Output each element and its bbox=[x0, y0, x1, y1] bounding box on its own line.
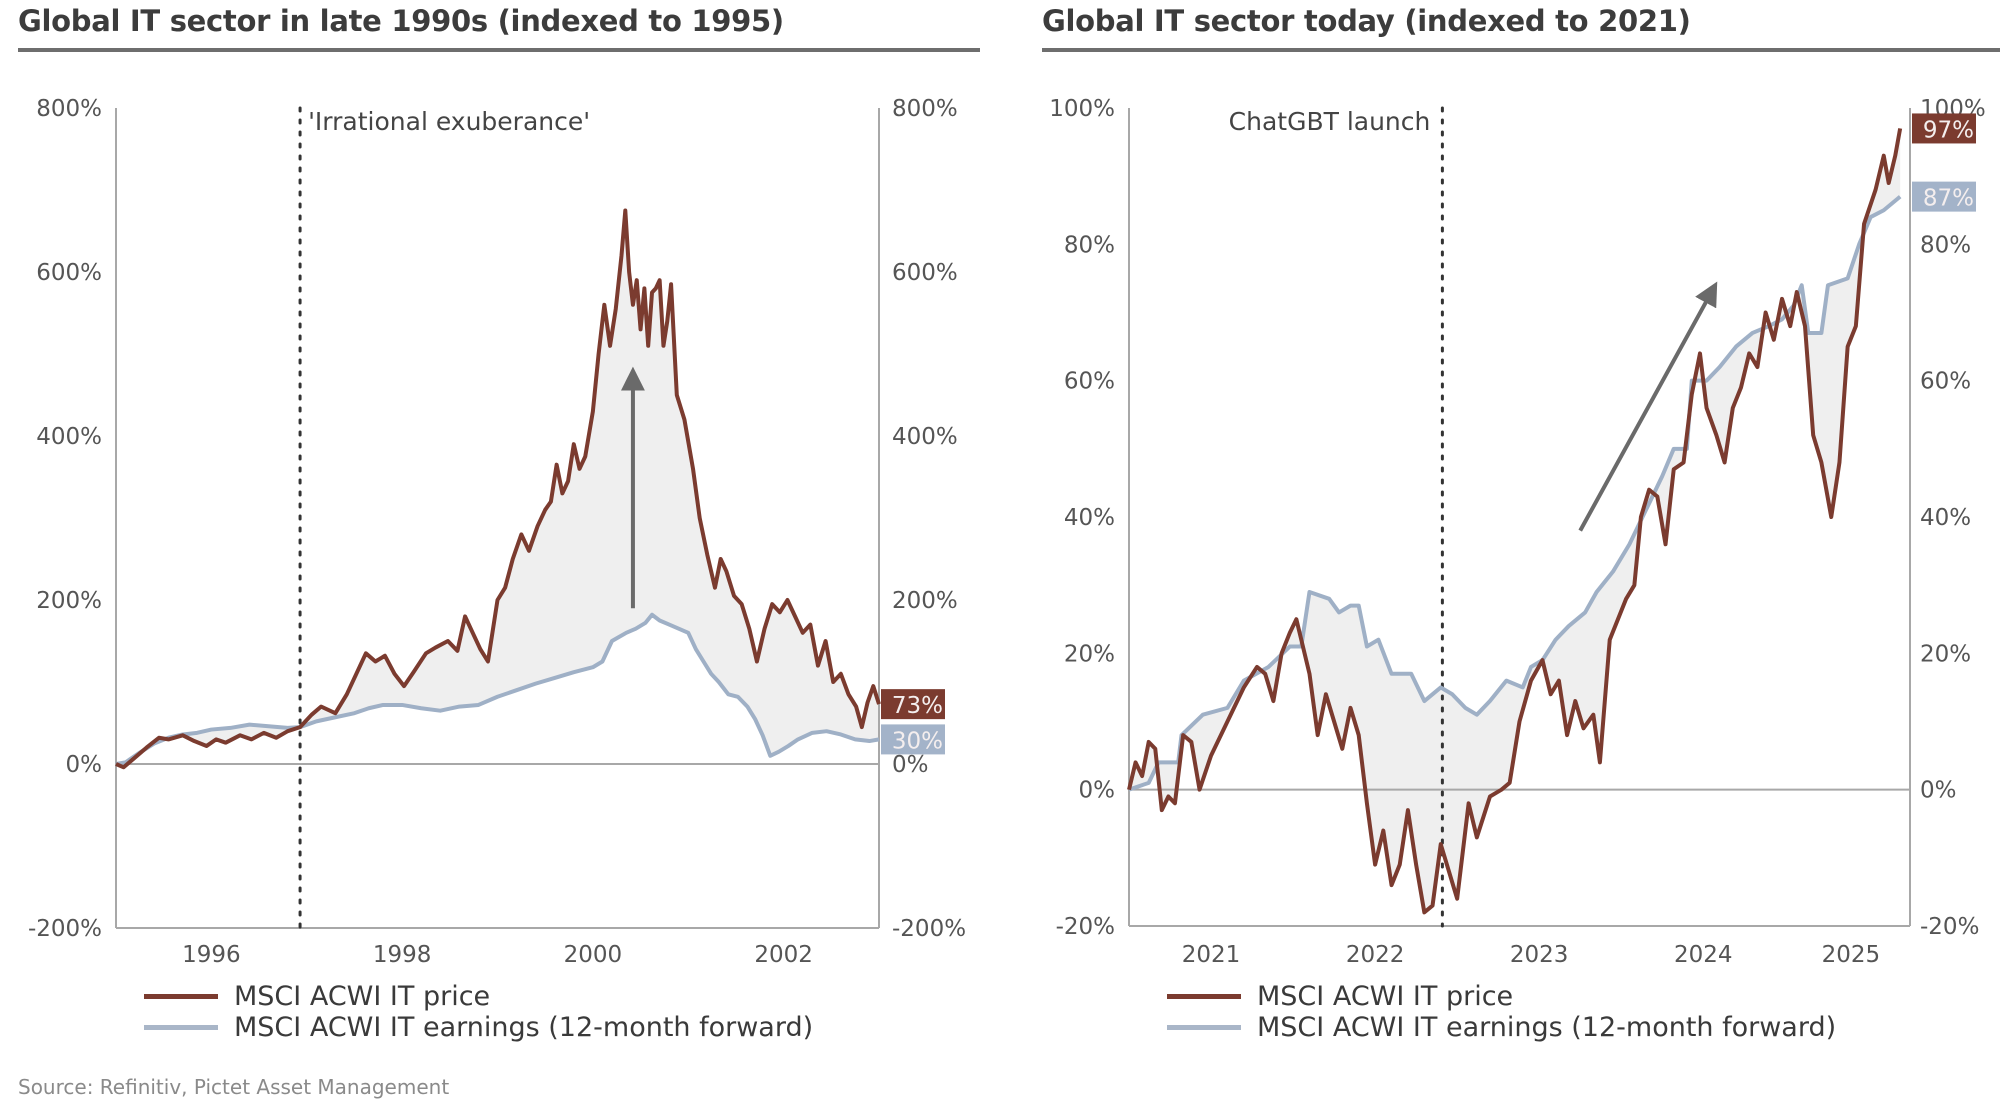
earnings-line bbox=[1128, 195, 1902, 792]
y-tick-label-right: 0% bbox=[892, 752, 929, 778]
y-tick-label-right: 0% bbox=[1920, 778, 1957, 804]
legend-swatch-price bbox=[1167, 994, 1241, 999]
price-end-value: 73% bbox=[892, 693, 943, 719]
y-tick-label-right: -200% bbox=[892, 916, 966, 942]
y-tick-label-right: 80% bbox=[1920, 232, 1971, 258]
legend-label-price: MSCI ACWI IT price bbox=[1257, 981, 1514, 1012]
right-legend: MSCI ACWI IT price MSCI ACWI IT earnings… bbox=[1167, 981, 1836, 1043]
legend-item-price: MSCI ACWI IT price bbox=[144, 981, 813, 1012]
right-chart: -20% -20% 0% 0% 20% 20% 40% 40% 60% 60% 80% 80% 100%… bbox=[1049, 96, 1986, 968]
earnings-end-value: 30% bbox=[892, 728, 943, 754]
x-tick-label: 2025 bbox=[1822, 942, 1881, 968]
y-tick-label-left: -20% bbox=[1056, 914, 1115, 940]
y-tick-label-right: 60% bbox=[1920, 369, 1971, 395]
x-tick-label: 2024 bbox=[1674, 942, 1733, 968]
price-end-value: 97% bbox=[1923, 117, 1974, 143]
x-tick-label: 2002 bbox=[754, 942, 813, 968]
y-tick-label-right: 40% bbox=[1920, 505, 1971, 531]
y-tick-label-left: 400% bbox=[36, 424, 102, 450]
y-tick-label-left: 800% bbox=[36, 96, 102, 122]
legend-label-earnings: MSCI ACWI IT earnings (12-month forward) bbox=[234, 1012, 814, 1043]
left-title-rule bbox=[18, 48, 980, 52]
left-chart-title: Global IT sector in late 1990s (indexed … bbox=[18, 4, 784, 38]
left-legend: MSCI ACWI IT price MSCI ACWI IT earnings… bbox=[144, 981, 813, 1043]
x-tick-label: 2023 bbox=[1510, 942, 1569, 968]
earnings-end-value: 87% bbox=[1923, 186, 1974, 212]
y-tick-label-right: 200% bbox=[892, 588, 958, 614]
legend-item-price: MSCI ACWI IT price bbox=[1167, 981, 1836, 1012]
legend-swatch-earnings bbox=[1167, 1025, 1241, 1030]
trend-arrow bbox=[1578, 281, 1718, 532]
earnings-end-badge bbox=[1912, 181, 1976, 212]
legend-label-price: MSCI ACWI IT price bbox=[234, 981, 491, 1012]
y-tick-label-left: 0% bbox=[1079, 778, 1116, 804]
right-chart-title: Global IT sector today (indexed to 2021) bbox=[1042, 4, 1691, 38]
x-tick-label: 1996 bbox=[182, 942, 241, 968]
source-note: Source: Refinitiv, Pictet Asset Manageme… bbox=[18, 1075, 450, 1099]
right-title-rule bbox=[1042, 48, 2000, 52]
price-line bbox=[1127, 128, 1903, 915]
y-tick-label-right: -20% bbox=[1920, 914, 1979, 940]
event-annotation-label: ChatGBT launch bbox=[1229, 107, 1431, 136]
x-tick-label: 2022 bbox=[1346, 942, 1405, 968]
y-tick-label-right: 20% bbox=[1920, 641, 1971, 667]
y-tick-label-right: 600% bbox=[892, 260, 958, 286]
y-tick-label-left: -200% bbox=[28, 916, 102, 942]
y-tick-label-left: 80% bbox=[1064, 232, 1115, 258]
price-end-badge bbox=[1912, 113, 1976, 144]
earnings-end-badge bbox=[881, 724, 945, 755]
gap-shading bbox=[1129, 128, 1901, 913]
y-tick-label-left: 100% bbox=[1049, 96, 1115, 122]
y-tick-label-left: 20% bbox=[1064, 641, 1115, 667]
x-tick-label: 1998 bbox=[373, 942, 432, 968]
y-tick-label-left: 60% bbox=[1064, 369, 1115, 395]
y-tick-label-left: 600% bbox=[36, 260, 102, 286]
event-annotation-label: 'Irrational exuberance' bbox=[308, 107, 590, 136]
y-tick-label-right: 400% bbox=[892, 424, 958, 450]
legend-label-earnings: MSCI ACWI IT earnings (12-month forward) bbox=[1257, 1012, 1837, 1043]
legend-swatch-earnings bbox=[144, 1025, 218, 1030]
legend-item-earnings: MSCI ACWI IT earnings (12-month forward) bbox=[1167, 1012, 1836, 1043]
y-tick-label-right: 800% bbox=[892, 96, 958, 122]
y-tick-label-left: 0% bbox=[66, 752, 103, 778]
legend-item-earnings: MSCI ACWI IT earnings (12-month forward) bbox=[144, 1012, 813, 1043]
gap-shading bbox=[116, 210, 879, 768]
y-tick-label-left: 40% bbox=[1064, 505, 1115, 531]
price-end-badge bbox=[881, 689, 945, 720]
earnings-line bbox=[115, 612, 880, 766]
price-line bbox=[115, 208, 881, 770]
x-tick-label: 2000 bbox=[564, 942, 623, 968]
x-tick-label: 2021 bbox=[1182, 942, 1241, 968]
left-chart: -200% -200% 0% 0% 200% 200% 400% 400% 600% 600% 80… bbox=[28, 96, 966, 968]
y-tick-label-left: 200% bbox=[36, 588, 102, 614]
legend-swatch-price bbox=[144, 994, 218, 999]
